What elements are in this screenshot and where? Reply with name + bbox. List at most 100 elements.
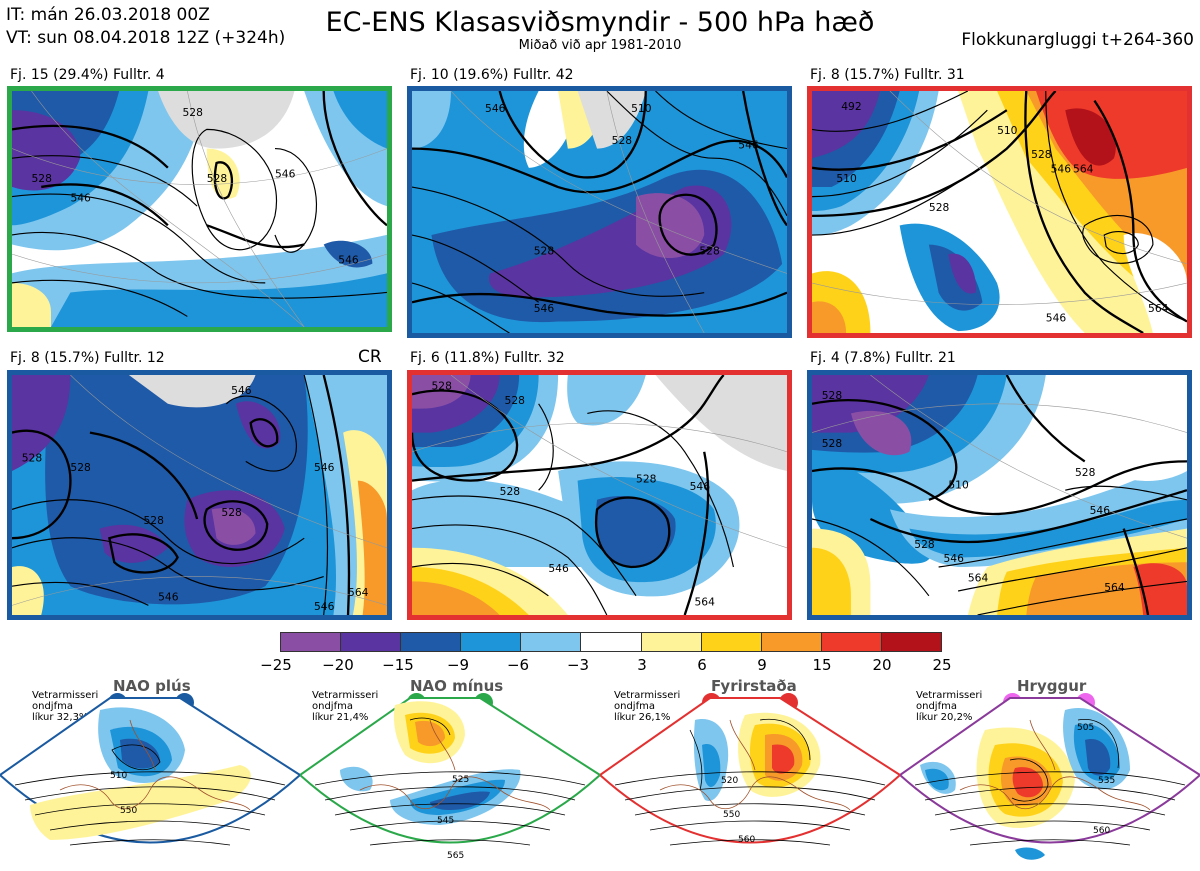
- cluster-5-contour-label: 528: [431, 379, 452, 392]
- regime-4-title: Hryggur: [1017, 677, 1087, 695]
- cluster-1-contour-label: 546: [70, 191, 91, 204]
- cluster-5-contour-label: 546: [548, 562, 569, 575]
- cluster-1-label: Fj. 15 (29.4%) Fulltr. 4: [10, 67, 165, 83]
- colorbar-tick: −25: [260, 656, 292, 674]
- regime-note-line: líkur 26,1%: [614, 712, 671, 723]
- cluster-2-label: Fj. 10 (19.6%) Fulltr. 42: [410, 67, 574, 83]
- regime-2-note: Vetrarmisseri ondjfma líkur 21,4%: [312, 690, 378, 723]
- colorbar-tick: 9: [757, 656, 767, 674]
- cluster-3-contour-label: 546: [1046, 312, 1067, 325]
- colorbar-swatch: [821, 633, 882, 651]
- cluster-map-6: 528 528 528 510 528 546 564 564 546: [807, 370, 1192, 620]
- regime-1-title: NAO plús: [113, 677, 191, 695]
- cluster-map-3: 492 510 528 510 546 528 564 546 564: [807, 86, 1192, 338]
- cluster-2-contour-label: 528: [534, 244, 555, 257]
- cluster-1-contour-label: 546: [338, 254, 359, 267]
- cluster-2-contour-label: 546: [534, 302, 555, 315]
- cluster-6-contour-label: 528: [822, 389, 843, 402]
- colorbar-swatch: [341, 633, 402, 651]
- colorbar-tick: 15: [812, 656, 832, 674]
- cluster-6-contour-label: 564: [1104, 581, 1125, 594]
- init-time-block: IT: mán 26.03.2018 00Z VT: sun 08.04.201…: [6, 4, 285, 50]
- cluster-5-contour-label: 528: [505, 394, 526, 407]
- page-title: EC-ENS Klasasviðsmyndir - 500 hPa hæð: [325, 7, 875, 38]
- colorbar-tick: 25: [932, 656, 952, 674]
- cluster-4-contour-label: 528: [22, 451, 43, 464]
- regime-4-contour-label: 560: [1093, 826, 1110, 836]
- cluster-4-contour-label: 528: [143, 514, 164, 527]
- regime-note-line: líkur 32,3%: [32, 712, 89, 723]
- regime-note-line: ondjfma: [32, 701, 73, 712]
- init-time: IT: mán 26.03.2018 00Z: [6, 5, 210, 25]
- cluster-1-contour-label: 528: [207, 172, 228, 185]
- cluster-5-contour-label: 564: [694, 595, 715, 608]
- cluster-6-contour-label: 546: [943, 552, 964, 565]
- regime-note-line: Vetrarmisseri: [32, 690, 99, 701]
- regime-3-note: Vetrarmisseri ondjfma líkur 26,1%: [614, 690, 680, 723]
- cluster-5-contour-label: 546: [690, 480, 711, 493]
- cluster-6-label: Fj. 4 (7.8%) Fulltr. 21: [810, 350, 956, 366]
- colorbar-swatch: [401, 633, 462, 651]
- colorbar-swatch: [581, 633, 642, 651]
- cluster-3-contour-label: 528: [929, 201, 950, 214]
- regime-note-line: líkur 21,4%: [312, 712, 369, 723]
- cluster-map-1: 528 528 546 546 546 528: [7, 86, 392, 332]
- colorbar-tick: −6: [506, 656, 530, 674]
- cluster-3-contour-label: 546: [1051, 163, 1072, 176]
- cluster-3-contour-label: 564: [1148, 302, 1169, 315]
- cluster-4-contour-label: 528: [221, 506, 242, 519]
- regime-3-contour-label: 560: [738, 835, 755, 845]
- colorbar-tick: −9: [446, 656, 470, 674]
- cluster-6-contour-label: 528: [822, 437, 843, 450]
- cr-tag: CR: [358, 347, 382, 367]
- regime-note-line: ondjfma: [312, 701, 353, 712]
- regime-2-contour-label: 525: [452, 775, 469, 785]
- cluster-3-label: Fj. 8 (15.7%) Fulltr. 31: [810, 67, 965, 83]
- colorbar-swatch: [761, 633, 822, 651]
- cluster-1-contour-label: 528: [31, 172, 52, 185]
- cluster-3-contour-label: 528: [1031, 148, 1052, 161]
- regime-1-note: Vetrarmisseri ondjfma líkur 32,3%: [32, 690, 98, 723]
- cluster-1-contour-label: 546: [275, 167, 296, 180]
- classification-window: Flokkunargluggi t+264-360: [961, 30, 1194, 50]
- cluster-6-contour-label: 528: [1075, 466, 1096, 479]
- regime-note-line: Vetrarmisseri: [614, 690, 681, 701]
- page-subtitle: Miðað við apr 1981-2010: [518, 38, 682, 53]
- regime-3-map: 520 550 560: [600, 697, 900, 846]
- regime-2-contour-label: 565: [447, 851, 464, 861]
- colorbar-swatch: [881, 633, 942, 651]
- regime-note-line: ondjfma: [614, 701, 655, 712]
- colorbar-tick: 3: [637, 656, 647, 674]
- cluster-4-contour-label: 546: [158, 591, 179, 604]
- cluster-5-label: Fj. 6 (11.8%) Fulltr. 32: [410, 350, 565, 366]
- regime-2-map: 525 545 565: [300, 697, 600, 861]
- cluster-2-contour-label: 546: [485, 102, 506, 115]
- cluster-2-contour-label: 528: [699, 244, 720, 257]
- cluster-4-label: Fj. 8 (15.7%) Fulltr. 12: [10, 350, 165, 366]
- cluster-4-contour-label: 546: [314, 461, 335, 474]
- cluster-6-contour-label: 564: [968, 571, 989, 584]
- cluster-map-4: 528 528 528 528 546 546 546 564 546: [7, 370, 392, 620]
- regime-note-line: ondjfma: [916, 701, 957, 712]
- regime-3-title: Fyrirstaða: [711, 677, 797, 695]
- regime-note-line: Vetrarmisseri: [312, 690, 379, 701]
- cluster-3-contour-label: 492: [841, 100, 861, 113]
- cluster-4-contour-label: 528: [70, 461, 91, 474]
- regime-2-title: NAO mínus: [410, 677, 504, 695]
- colorbar-tick: −15: [382, 656, 414, 674]
- cluster-3-contour-label: 510: [836, 172, 857, 185]
- cluster-2-contour-label: 528: [612, 134, 633, 147]
- cluster-map-2: 546 510 528 546 528 528 546: [407, 86, 792, 338]
- cluster-6-contour-label: 510: [948, 478, 969, 491]
- colorbar: [280, 632, 942, 652]
- colorbar-tick: 6: [697, 656, 707, 674]
- valid-time: VT: sun 08.04.2018 12Z (+324h): [6, 28, 286, 48]
- cluster-4-contour-label: 564: [348, 586, 369, 599]
- cluster-5-contour-label: 528: [636, 473, 657, 486]
- colorbar-swatch: [461, 633, 522, 651]
- regime-4-contour-label: 505: [1077, 723, 1094, 733]
- cluster-3-contour-label: 510: [997, 124, 1018, 137]
- regime-3-contour-label: 520: [721, 776, 738, 786]
- regime-4-contour-label: 535: [1098, 776, 1115, 786]
- regime-1-map: 510 550: [0, 697, 300, 846]
